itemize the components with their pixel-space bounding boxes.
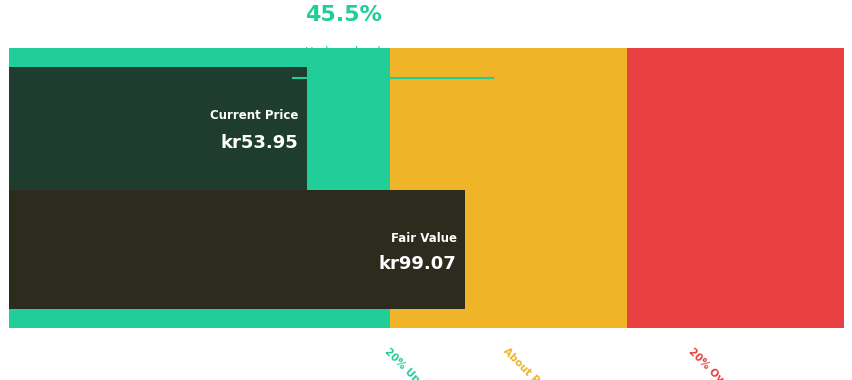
Bar	[9, 309, 389, 328]
Text: kr99.07: kr99.07	[378, 255, 456, 274]
Text: 20% Overvalued: 20% Overvalued	[686, 347, 761, 380]
Text: kr53.95: kr53.95	[221, 135, 298, 152]
Bar	[389, 49, 626, 328]
Bar	[626, 49, 843, 328]
Text: 20% Undervalued: 20% Undervalued	[383, 347, 463, 380]
Bar	[9, 49, 389, 328]
Text: 45.5%: 45.5%	[305, 5, 382, 25]
Text: Undervalued: Undervalued	[305, 46, 381, 59]
Bar	[9, 67, 307, 190]
Text: About Right: About Right	[501, 347, 557, 380]
Text: Fair Value: Fair Value	[390, 232, 456, 245]
Bar	[9, 190, 464, 309]
Bar	[9, 49, 389, 67]
Text: Current Price: Current Price	[210, 109, 298, 122]
